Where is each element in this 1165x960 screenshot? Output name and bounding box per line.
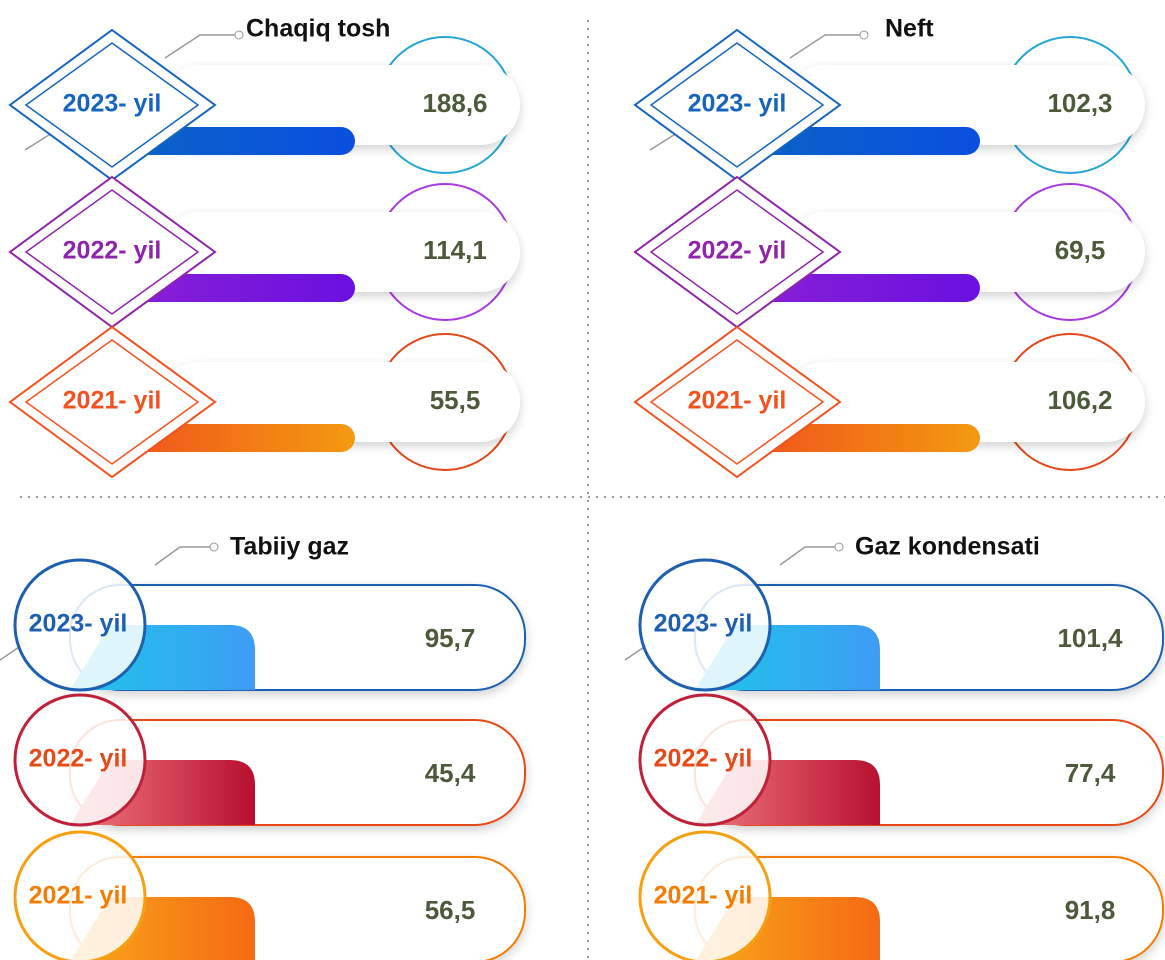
connector bbox=[154, 546, 210, 566]
bar bbox=[120, 424, 355, 452]
value-label: 55,5 bbox=[430, 385, 481, 415]
connector-dot bbox=[209, 542, 219, 552]
pill bbox=[160, 65, 520, 145]
ring bbox=[13, 693, 147, 827]
value-label: 91,8 bbox=[1065, 895, 1116, 925]
diamond-inner bbox=[649, 189, 825, 315]
pill bbox=[785, 362, 1145, 442]
ring bbox=[638, 830, 772, 960]
panel-title: Chaqiq tosh bbox=[246, 15, 390, 43]
connector bbox=[779, 546, 835, 566]
value-label: 188,6 bbox=[422, 88, 487, 118]
ring bbox=[638, 693, 772, 827]
bar bbox=[745, 274, 980, 302]
diamond-inner bbox=[649, 42, 825, 168]
value-label: 95,7 bbox=[425, 623, 476, 653]
year-label: 2022- yil bbox=[654, 745, 753, 773]
year-label: 2023- yil bbox=[654, 610, 753, 638]
panel: Chaqiq tosh 2023- yil 188,6 2022- yil 114,1 2… bbox=[8, 15, 520, 479]
panel: Gaz kondensati 2023- yil 101,4 2022- yil 77,… bbox=[624, 533, 1164, 960]
value-label: 101,4 bbox=[1057, 623, 1123, 653]
year-label: 2022- yil bbox=[688, 237, 787, 265]
value-label: 106,2 bbox=[1047, 385, 1112, 415]
panel: Neft 2023- yil 102,3 2022- yil 69,5 2021- yil… bbox=[633, 15, 1145, 479]
connector bbox=[789, 34, 860, 59]
panel: Tabiiy gaz 2023- yil 95,7 2022- yil 45,4 2021… bbox=[0, 533, 526, 960]
connector bbox=[164, 34, 235, 59]
year-label: 2022- yil bbox=[29, 745, 128, 773]
diamond-inner bbox=[649, 339, 825, 465]
value-label: 77,4 bbox=[1065, 758, 1116, 788]
connector-dot bbox=[234, 30, 244, 40]
value-label: 102,3 bbox=[1047, 88, 1112, 118]
value-label: 56,5 bbox=[425, 895, 476, 925]
panel-title: Tabiiy gaz bbox=[230, 533, 349, 561]
panel-title: Neft bbox=[885, 15, 934, 43]
value-label: 69,5 bbox=[1055, 235, 1106, 265]
diamond-inner bbox=[24, 189, 200, 315]
year-label: 2021- yil bbox=[29, 882, 128, 910]
panel-title: Gaz kondensati bbox=[855, 533, 1040, 561]
year-label: 2021- yil bbox=[688, 387, 787, 415]
year-label: 2022- yil bbox=[63, 237, 162, 265]
value-label: 114,1 bbox=[423, 235, 487, 265]
value-label: 45,4 bbox=[425, 758, 476, 788]
diamond-inner bbox=[24, 339, 200, 465]
bar bbox=[745, 127, 980, 155]
year-label: 2021- yil bbox=[654, 882, 753, 910]
diamond-inner bbox=[24, 42, 200, 168]
pill bbox=[785, 65, 1145, 145]
ring bbox=[638, 558, 772, 692]
ring bbox=[13, 558, 147, 692]
year-label: 2021- yil bbox=[63, 387, 162, 415]
pill bbox=[160, 362, 520, 442]
connector-dot bbox=[859, 30, 869, 40]
year-label: 2023- yil bbox=[29, 610, 128, 638]
bar bbox=[120, 127, 355, 155]
ring bbox=[13, 830, 147, 960]
year-label: 2023- yil bbox=[63, 90, 162, 118]
year-label: 2023- yil bbox=[688, 90, 787, 118]
bar bbox=[745, 424, 980, 452]
connector-dot bbox=[834, 542, 844, 552]
bar bbox=[120, 274, 355, 302]
pill bbox=[160, 212, 520, 292]
pill bbox=[785, 212, 1145, 292]
